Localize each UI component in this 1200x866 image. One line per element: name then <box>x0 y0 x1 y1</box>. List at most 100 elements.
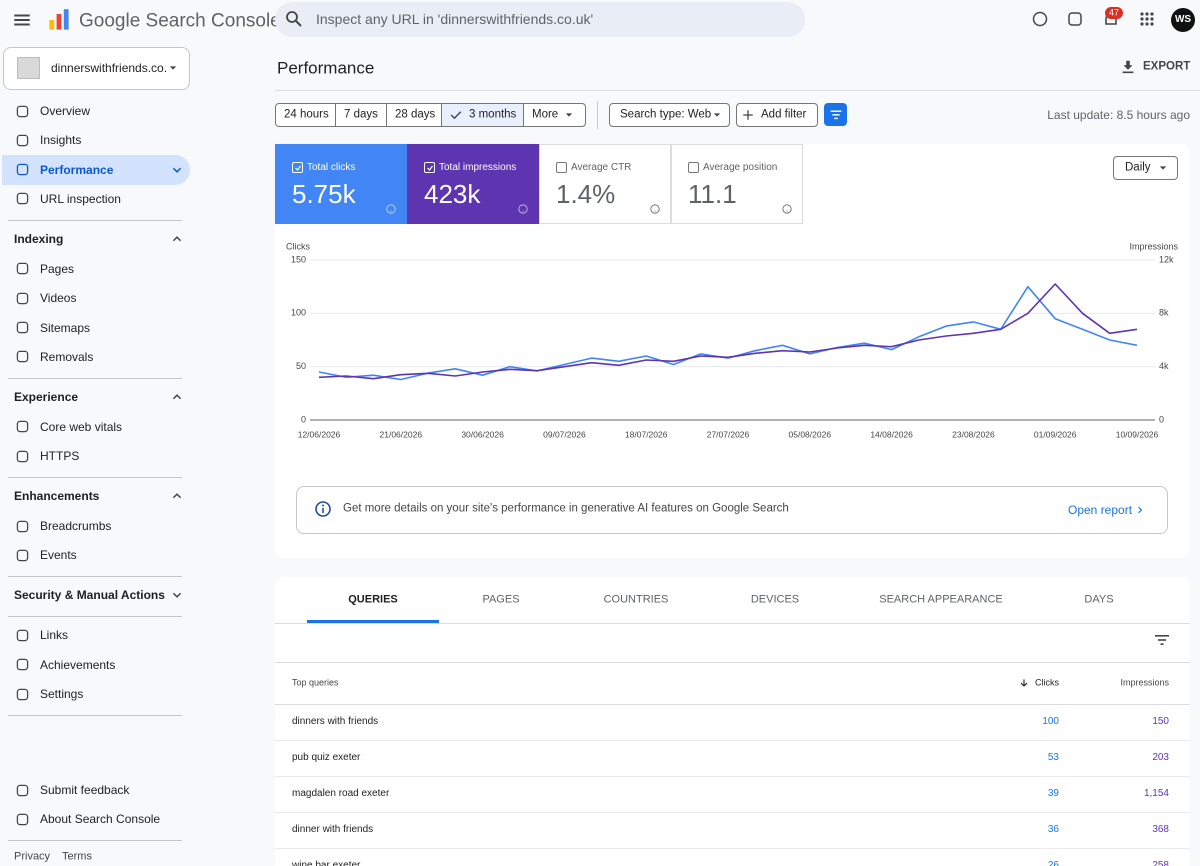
x-tick-label: 01/09/2026 <box>1034 429 1077 439</box>
granularity-select[interactable] <box>1113 156 1178 180</box>
metric-checkbox <box>424 162 435 173</box>
nav-item[interactable]: Overview <box>40 104 91 118</box>
nav-divider <box>8 477 182 479</box>
range-button[interactable] <box>275 103 336 127</box>
tabs-divider <box>275 623 1190 624</box>
nav-item[interactable]: Core web vitals <box>40 419 123 434</box>
metric-card[interactable] <box>671 144 803 224</box>
nav-item[interactable]: URL inspection <box>40 191 121 206</box>
nav-divider <box>8 576 182 578</box>
nav-chevron <box>172 167 182 173</box>
nav-item[interactable]: Removals <box>40 349 94 364</box>
metric-card[interactable] <box>539 144 671 224</box>
y-tick-label: 150 <box>291 254 306 264</box>
export-button[interactable]: EXPORT <box>1143 60 1191 73</box>
product-name: Google Search Console <box>79 10 281 32</box>
nav-item[interactable]: Submit feedback <box>40 783 130 797</box>
nav-icon <box>16 421 28 433</box>
column-header[interactable]: Clicks <box>1035 677 1059 688</box>
row-divider <box>275 848 1190 849</box>
tab[interactable]: COUNTRIES <box>603 593 669 606</box>
nav-divider <box>8 715 182 716</box>
legal-link[interactable]: Privacy <box>14 850 51 863</box>
range-check <box>450 111 462 120</box>
y2-tick-label: 4k <box>1159 361 1169 371</box>
query-cell[interactable]: dinners with friends <box>292 716 379 727</box>
range-button[interactable] <box>335 103 387 127</box>
query-cell[interactable]: dinner with friends <box>292 824 374 835</box>
nav-divider <box>8 840 182 841</box>
x-tick-label: 18/07/2026 <box>625 429 668 439</box>
tab[interactable]: QUERIES <box>348 593 398 606</box>
y2-tick-label: 8k <box>1159 308 1169 318</box>
nav-item[interactable]: Insights <box>40 133 82 148</box>
nav-divider <box>8 377 182 379</box>
metric-card[interactable] <box>407 144 539 224</box>
nav-icon <box>16 263 28 275</box>
tab[interactable]: DEVICES <box>750 593 800 606</box>
metric-help <box>518 204 528 214</box>
add-filter-button[interactable] <box>736 103 818 127</box>
nav-item[interactable]: Sitemaps <box>40 320 91 335</box>
open-report-link[interactable]: Open report <box>1068 503 1133 517</box>
impressions-cell: 1,154 <box>1143 788 1169 799</box>
range-button[interactable] <box>386 103 442 127</box>
metric-value: 5.75k <box>292 179 356 209</box>
nav-item[interactable]: Links <box>40 628 69 643</box>
nav-item[interactable]: HTTPS <box>40 449 80 464</box>
search-box[interactable] <box>275 2 805 37</box>
nav-item[interactable]: Breadcrumbs <box>40 519 112 534</box>
range-button[interactable] <box>441 103 524 127</box>
search-icon <box>286 11 302 27</box>
nav-item[interactable]: Settings <box>40 687 84 701</box>
page-title: Performance <box>277 58 375 78</box>
x-tick-label: 27/07/2026 <box>707 429 750 439</box>
ai-banner <box>296 486 1168 534</box>
nav-icon <box>16 658 28 671</box>
clicks-cell: 39 <box>1047 788 1059 799</box>
add-filter-label[interactable]: Add filter <box>761 108 807 121</box>
nav-item[interactable]: Performance <box>40 162 114 177</box>
query-cell[interactable]: pub quiz exeter <box>292 752 361 763</box>
metric-card[interactable] <box>275 144 407 224</box>
nav-section-title[interactable]: Experience <box>14 389 79 404</box>
section-chevron <box>172 393 182 400</box>
search-type-button[interactable] <box>609 103 730 127</box>
nav-icon <box>16 292 28 304</box>
range-label[interactable]: More <box>532 108 559 121</box>
export-icon <box>1122 60 1134 74</box>
x-tick-label: 30/06/2026 <box>461 429 504 439</box>
nav-item[interactable]: About Search Console <box>40 812 161 827</box>
tab[interactable]: DAYS <box>1084 593 1114 606</box>
nav-item[interactable]: Achievements <box>40 657 116 672</box>
nav-item[interactable]: Pages <box>40 261 75 276</box>
column-header[interactable]: Impressions <box>1120 677 1169 688</box>
nav-section-title[interactable]: Indexing <box>14 231 64 246</box>
open-report-chevron <box>1138 506 1143 514</box>
logo <box>49 9 69 30</box>
range-button[interactable] <box>523 103 586 127</box>
avatar[interactable] <box>1171 8 1195 32</box>
legal-link[interactable]: Terms <box>62 850 92 863</box>
granularity-label[interactable]: Daily <box>1125 161 1151 174</box>
query-cell[interactable]: magdalen road exeter <box>292 788 390 799</box>
nav-section-title[interactable]: Enhancements <box>14 489 100 504</box>
nav-item[interactable]: Videos <box>40 291 77 306</box>
metric-help <box>782 204 792 214</box>
nav-item[interactable]: Events <box>40 548 77 563</box>
range-label[interactable]: 28 days <box>395 108 436 121</box>
nav-section-title[interactable]: Security & Manual Actions <box>14 588 165 603</box>
impressions-cell: 258 <box>1152 860 1169 866</box>
range-label[interactable]: 7 days <box>344 108 378 121</box>
range-label[interactable]: 3 months <box>469 108 517 121</box>
menu-icon <box>14 14 30 26</box>
query-cell[interactable]: wine bar exeter <box>292 860 361 866</box>
tab[interactable]: PAGES <box>482 593 520 606</box>
y-tick-label: 100 <box>291 308 306 318</box>
range-label[interactable]: 24 hours <box>284 108 329 121</box>
filter-separator <box>597 101 598 129</box>
filter-options-icon <box>830 110 841 119</box>
search-type-label[interactable]: Search type: Web <box>620 108 712 121</box>
metric-value: 423k <box>424 179 481 209</box>
tab[interactable]: SEARCH APPEARANCE <box>879 593 1003 606</box>
